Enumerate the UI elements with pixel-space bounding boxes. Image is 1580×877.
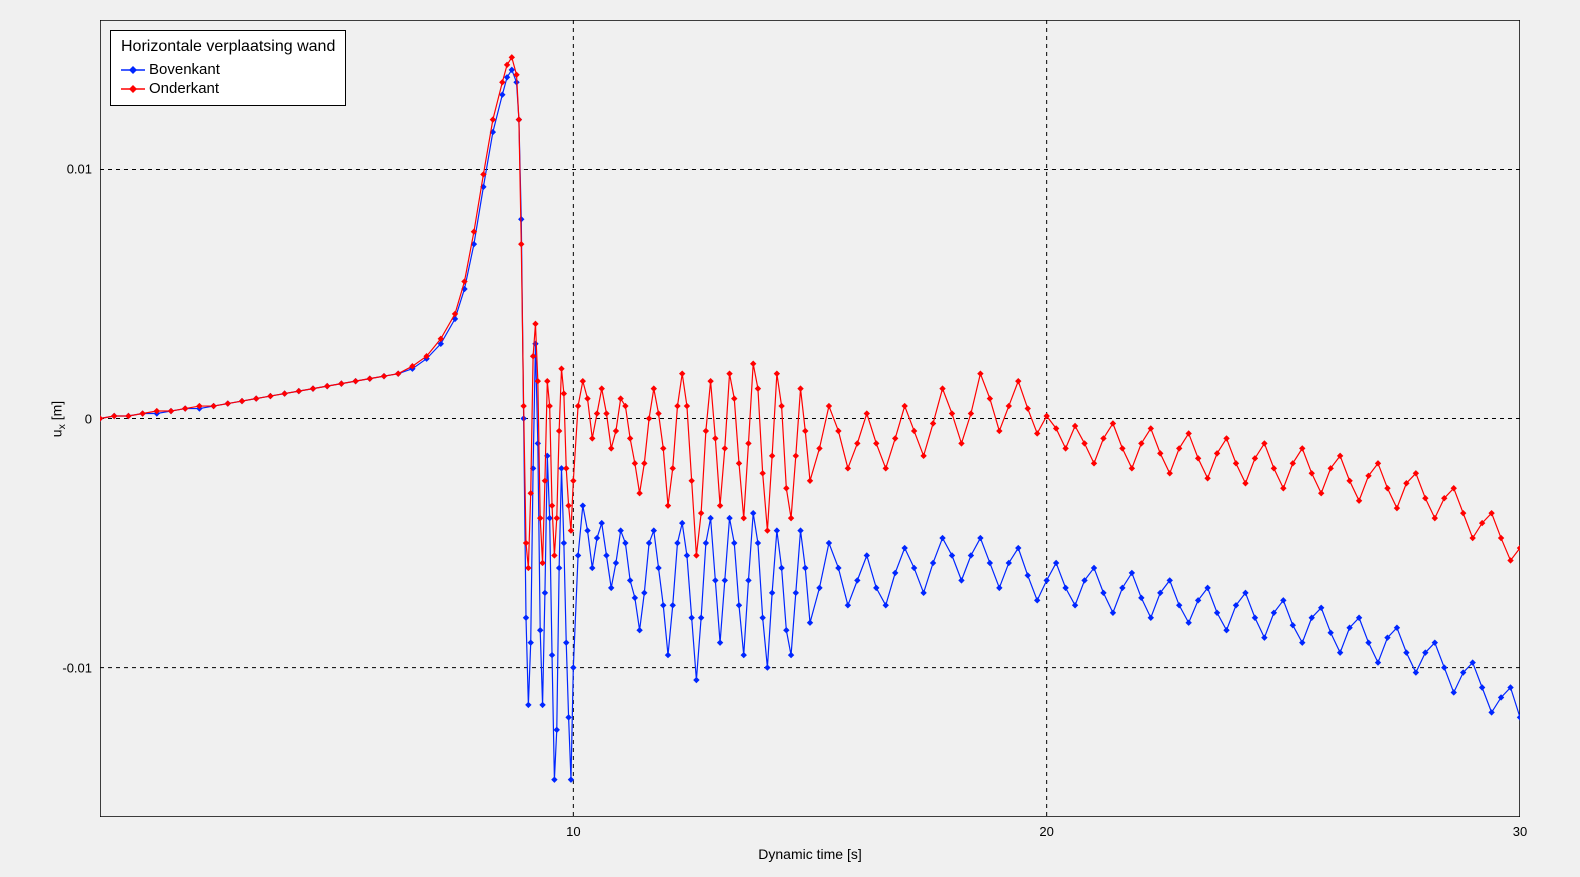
legend-label: Onderkant — [149, 79, 219, 99]
x-tick-label: 10 — [566, 824, 580, 839]
chart-svg — [100, 20, 1520, 817]
legend-title: Horizontale verplaatsing wand — [121, 37, 335, 58]
y-tick-label: 0 — [85, 411, 92, 426]
legend-swatch — [121, 83, 145, 95]
legend-label: Bovenkant — [149, 60, 220, 80]
legend: Horizontale verplaatsing wand BovenkantO… — [110, 30, 346, 106]
y-tick-label: -0.01 — [62, 660, 92, 675]
x-tick-label: 30 — [1513, 824, 1527, 839]
x-tick-label: 20 — [1039, 824, 1053, 839]
plot-area: Horizontale verplaatsing wand BovenkantO… — [100, 20, 1520, 817]
legend-item: Bovenkant — [121, 60, 335, 80]
legend-item: Onderkant — [121, 79, 335, 99]
legend-swatch — [121, 64, 145, 76]
y-tick-label: 0.01 — [67, 162, 92, 177]
x-axis-label: Dynamic time [s] — [758, 846, 861, 862]
chart-container: Horizontale verplaatsing wand BovenkantO… — [0, 0, 1580, 877]
y-axis-label: ux [m] — [48, 400, 68, 436]
plot-border — [100, 20, 1520, 817]
